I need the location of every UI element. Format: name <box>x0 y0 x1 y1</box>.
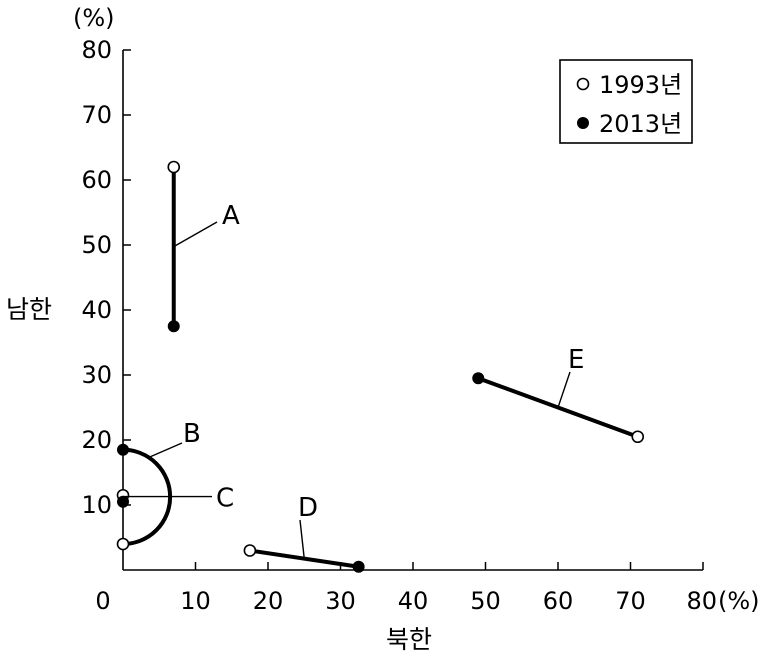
x-tick-label: 20 <box>253 587 284 615</box>
y-tick-label: 60 <box>81 166 112 194</box>
series-e-leader <box>557 371 571 408</box>
series-a-leader <box>173 221 218 248</box>
series-d-label: D <box>298 493 318 523</box>
legend-box <box>559 59 693 144</box>
series-a-point-1993 <box>167 160 181 174</box>
legend-marker-2013 <box>577 117 589 129</box>
series-d-leader <box>299 519 305 559</box>
y-tick-label: 70 <box>81 101 112 129</box>
data-marks <box>116 160 645 573</box>
y-tick-label: 40 <box>81 296 112 324</box>
y-tick-label: 80 <box>81 36 112 64</box>
series-d-point-1993 <box>243 544 257 557</box>
series-a-label: A <box>222 201 240 231</box>
y-axis-label: 남한 <box>6 295 52 324</box>
series-b-point-2013 <box>117 443 129 456</box>
x-axis-label: 북한 <box>386 625 432 654</box>
y-tick-label: 50 <box>81 231 112 259</box>
series-b-leader <box>147 442 183 459</box>
x-tick-label: 40 <box>398 587 429 615</box>
legend-label-1993: 1993년 <box>599 71 682 99</box>
ticks: 0 10 20 30 40 50 60 70 80 10 20 30 40 50 60 70 80 <box>81 36 717 615</box>
legend-label-2013: 2013년 <box>599 110 682 138</box>
y-tick-label: 20 <box>81 426 112 454</box>
x-tick-label: 10 <box>180 587 211 615</box>
legend: 1993년 2013년 <box>559 59 693 144</box>
series-b-label: B <box>183 419 201 449</box>
x-tick-label: 30 <box>325 587 356 615</box>
y-tick-label: 30 <box>81 361 112 389</box>
series-a-point-2013 <box>167 320 180 333</box>
series-d-point-2013 <box>352 560 365 573</box>
series-e-point-2013 <box>472 372 485 385</box>
series-e-label: E <box>568 345 584 375</box>
y-tick-label: 10 <box>81 491 112 519</box>
series-c-label: C <box>216 484 234 514</box>
series-c-point-2013 <box>117 495 129 508</box>
x-axis-unit: (%) <box>718 587 760 615</box>
y-axis-unit: (%) <box>73 4 115 32</box>
x-tick-label: 50 <box>470 587 501 615</box>
x-tick-label: 60 <box>543 587 574 615</box>
x-tick-label: 80 <box>686 587 717 615</box>
series-b-point-1993 <box>116 537 130 551</box>
series-e-point-1993 <box>631 430 645 444</box>
x-tick-label: 0 <box>95 587 110 615</box>
legend-marker-1993 <box>576 77 590 91</box>
x-tick-label: 70 <box>615 587 646 615</box>
series-labels: A B C D E <box>123 201 584 559</box>
